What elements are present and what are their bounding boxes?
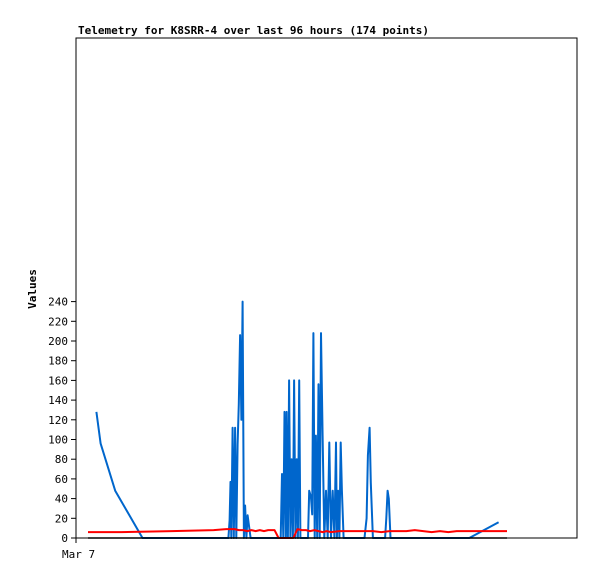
y-tick-label: 140 <box>48 394 68 407</box>
y-tick-label: 200 <box>48 335 68 348</box>
y-tick-label: 160 <box>48 374 68 387</box>
y-tick-label: 220 <box>48 315 68 328</box>
y-tick-label: 120 <box>48 414 68 427</box>
y-tick-label: 20 <box>55 512 68 525</box>
y-tick-label: 80 <box>55 453 68 466</box>
x-axis: Mar 7 <box>62 538 95 561</box>
series-layer <box>88 300 507 539</box>
y-tick-label: 240 <box>48 296 68 309</box>
y-tick-label: 40 <box>55 493 68 506</box>
red-series-line <box>88 528 507 539</box>
y-tick-label: 0 <box>61 532 68 545</box>
x-tick-label: Mar 7 <box>62 548 95 561</box>
y-axis: 0 20 40 60 80 100 120 140 160 180 200 220 240 <box>48 296 76 545</box>
y-axis-title: Values <box>26 269 39 309</box>
plot-area <box>75 37 578 539</box>
chart-title: Telemetry for K8SRR-4 over last 96 hours… <box>78 24 429 37</box>
y-tick-label: 100 <box>48 434 68 447</box>
y-tick-label: 180 <box>48 355 68 368</box>
y-tick-label: 60 <box>55 473 68 486</box>
